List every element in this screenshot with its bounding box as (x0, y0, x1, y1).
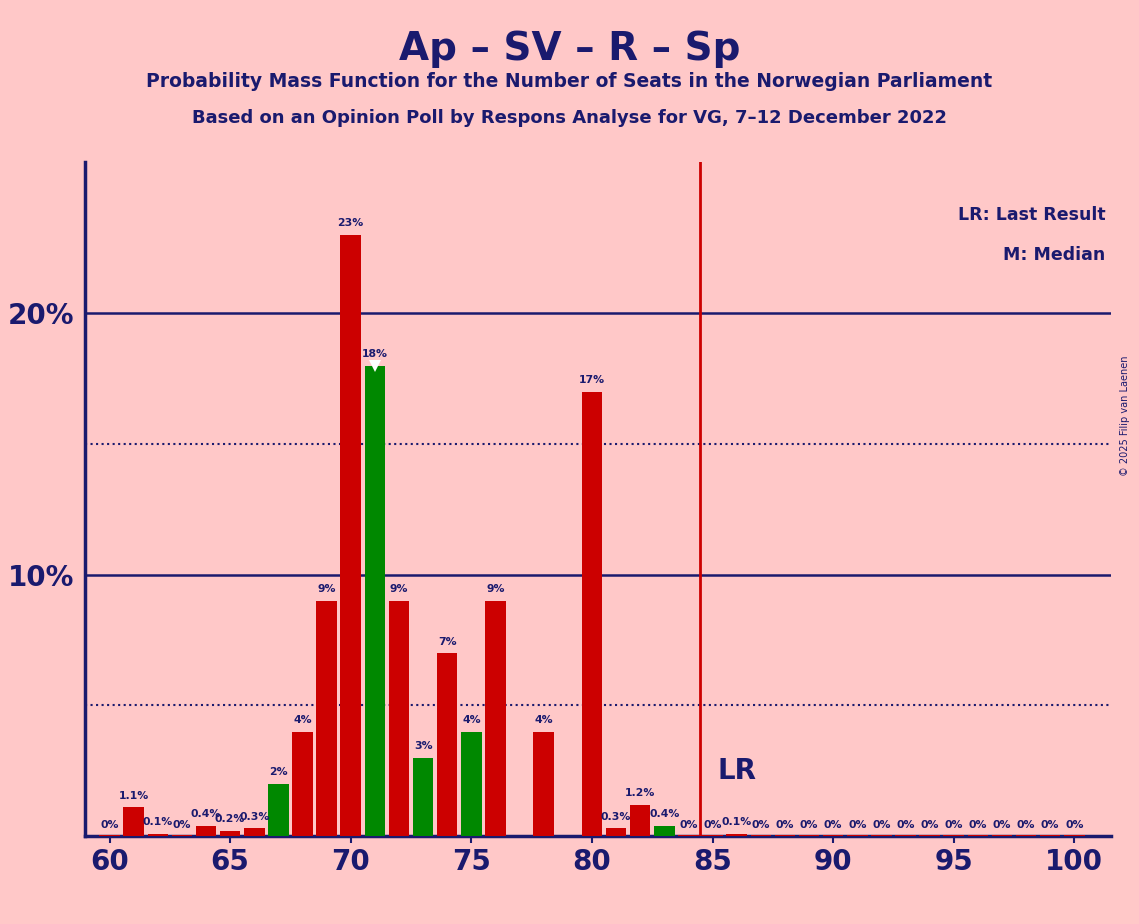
Text: 7%: 7% (437, 637, 457, 647)
Text: 17%: 17% (579, 375, 605, 385)
Text: 0%: 0% (872, 820, 891, 830)
Bar (172, 835, 192, 836)
Bar (798, 835, 819, 836)
Text: 9%: 9% (318, 584, 336, 594)
Text: 9%: 9% (390, 584, 408, 594)
Text: 0.4%: 0.4% (191, 809, 221, 820)
Bar (99, 835, 120, 836)
Bar (822, 835, 843, 836)
Bar (775, 835, 795, 836)
Bar (461, 732, 482, 836)
Text: 9%: 9% (486, 584, 505, 594)
Text: 0%: 0% (944, 820, 962, 830)
Text: 0%: 0% (968, 820, 988, 830)
Bar (220, 831, 240, 836)
Bar (847, 835, 868, 836)
Text: 3%: 3% (413, 741, 433, 751)
Bar (244, 829, 264, 836)
Text: 0%: 0% (173, 820, 191, 830)
Bar (871, 835, 892, 836)
Bar (533, 732, 554, 836)
Text: M: Median: M: Median (1003, 246, 1105, 264)
Text: 0%: 0% (849, 820, 867, 830)
Text: Ap – SV – R – Sp: Ap – SV – R – Sp (399, 30, 740, 67)
Text: LR: LR (718, 757, 756, 784)
Bar (703, 835, 723, 836)
Text: 18%: 18% (362, 349, 388, 359)
Bar (630, 805, 650, 836)
Bar (388, 601, 409, 836)
Text: 0%: 0% (100, 820, 118, 830)
Text: 0%: 0% (823, 820, 843, 830)
Text: 0%: 0% (1017, 820, 1035, 830)
Bar (606, 829, 626, 836)
Text: Based on an Opinion Poll by Respons Analyse for VG, 7–12 December 2022: Based on an Opinion Poll by Respons Anal… (192, 109, 947, 127)
Text: 0%: 0% (1041, 820, 1059, 830)
Bar (654, 826, 674, 836)
Text: 0%: 0% (752, 820, 770, 830)
Text: 0.1%: 0.1% (721, 817, 752, 827)
Bar (364, 366, 385, 836)
Bar (485, 601, 506, 836)
Bar (919, 835, 940, 836)
Text: 0%: 0% (776, 820, 794, 830)
Bar (341, 235, 361, 836)
Text: 4%: 4% (534, 715, 554, 725)
Text: 0%: 0% (993, 820, 1011, 830)
Text: 4%: 4% (293, 715, 312, 725)
Bar (895, 835, 916, 836)
Bar (437, 653, 458, 836)
Bar (1064, 835, 1084, 836)
Bar (727, 833, 747, 836)
Bar (268, 784, 288, 836)
Text: 1.2%: 1.2% (625, 788, 655, 798)
Bar (1040, 835, 1060, 836)
Bar (582, 392, 603, 836)
Text: 0.4%: 0.4% (649, 809, 680, 820)
Text: © 2025 Filip van Laenen: © 2025 Filip van Laenen (1121, 356, 1130, 476)
Text: 0%: 0% (703, 820, 722, 830)
Text: Probability Mass Function for the Number of Seats in the Norwegian Parliament: Probability Mass Function for the Number… (147, 72, 992, 91)
Bar (992, 835, 1013, 836)
Bar (123, 808, 144, 836)
Text: 0%: 0% (679, 820, 698, 830)
Text: 23%: 23% (337, 218, 363, 228)
Bar (317, 601, 337, 836)
Text: 0%: 0% (1065, 820, 1083, 830)
Text: 0%: 0% (896, 820, 915, 830)
Text: 0.2%: 0.2% (215, 814, 245, 824)
Text: 0.1%: 0.1% (142, 817, 173, 827)
Text: 4%: 4% (462, 715, 481, 725)
Bar (412, 758, 433, 836)
Text: 1.1%: 1.1% (118, 791, 149, 801)
Text: 0%: 0% (920, 820, 939, 830)
Text: 0%: 0% (800, 820, 818, 830)
Bar (751, 835, 771, 836)
Text: 0.3%: 0.3% (601, 812, 631, 821)
Bar (196, 826, 216, 836)
Bar (1016, 835, 1036, 836)
Text: 0.3%: 0.3% (239, 812, 270, 821)
Bar (943, 835, 964, 836)
Text: LR: Last Result: LR: Last Result (958, 205, 1105, 224)
Text: 2%: 2% (269, 768, 288, 777)
Bar (968, 835, 989, 836)
Bar (678, 835, 698, 836)
Bar (293, 732, 313, 836)
Bar (148, 833, 169, 836)
